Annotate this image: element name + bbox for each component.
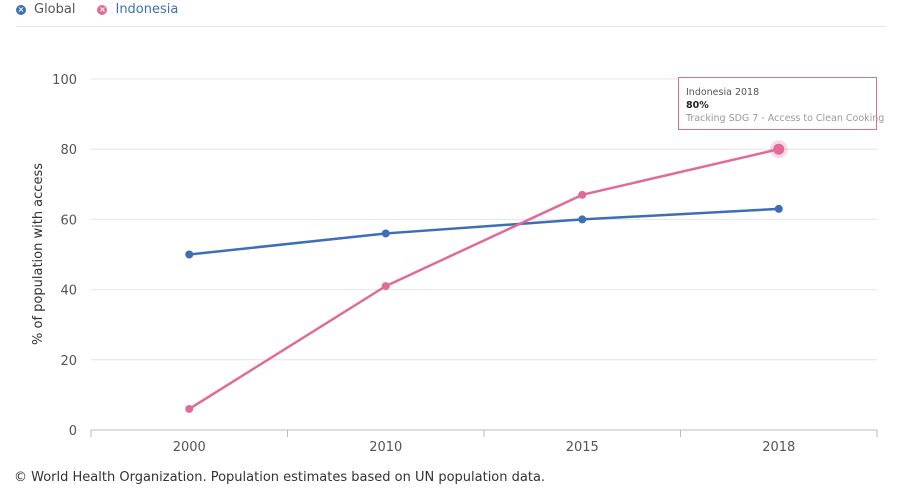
tooltip-subtitle: Tracking SDG 7 - Access to Clean Cooking — [686, 113, 885, 124]
data-point-highlight — [773, 143, 785, 155]
legend: × Global × Indonesia — [16, 2, 178, 17]
y-axis-label: % of population with access — [31, 163, 46, 345]
series-line-global — [189, 207, 779, 256]
y-tick-label: 60 — [60, 213, 77, 228]
x-tick-label: 2015 — [566, 440, 599, 455]
data-point — [578, 215, 587, 224]
tooltip-value: 80% — [686, 100, 709, 111]
y-tick-label: 20 — [60, 354, 77, 369]
y-tick-label: 40 — [60, 284, 77, 299]
close-icon: × — [16, 4, 26, 15]
tooltip: Indonesia 2018 80% Tracking SDG 7 - Acce… — [678, 77, 885, 130]
y-axis-ticks: 0 20 40 60 80 100 — [52, 73, 77, 439]
data-point — [774, 204, 783, 213]
y-tick-label: 100 — [52, 73, 77, 88]
x-axis: 2000 2010 2015 2018 — [90, 429, 878, 455]
y-tick-label: 80 — [60, 143, 77, 158]
x-tick-label: 2000 — [173, 440, 206, 455]
series-line-indonesia — [188, 147, 780, 410]
close-icon: × — [97, 4, 108, 15]
legend-label: Global — [34, 2, 76, 17]
copyright-footer: © World Health Organization. Population … — [14, 470, 546, 485]
data-point — [381, 282, 390, 291]
legend-label: Indonesia — [115, 2, 179, 17]
data-point — [185, 404, 194, 413]
x-tick-label: 2018 — [762, 440, 795, 455]
data-point — [185, 250, 194, 259]
tooltip-title: Indonesia 2018 — [686, 87, 760, 98]
series-lines — [185, 140, 788, 413]
x-tick-label: 2010 — [369, 440, 402, 455]
legend-item-global[interactable]: × Global — [16, 2, 75, 17]
data-point — [381, 229, 390, 238]
divider — [16, 26, 886, 27]
legend-item-indonesia[interactable]: × Indonesia — [97, 2, 178, 17]
y-tick-label: 0 — [69, 424, 77, 439]
data-point — [578, 190, 587, 199]
